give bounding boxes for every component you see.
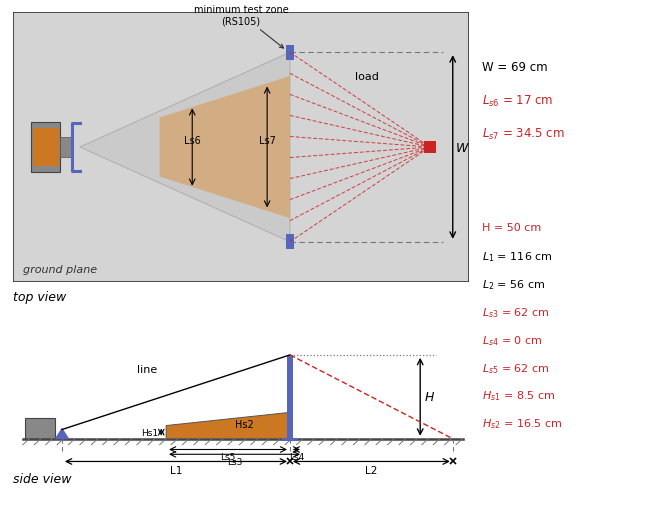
Bar bbox=[24, 419, 56, 439]
Text: Hs1: Hs1 bbox=[141, 428, 158, 437]
Text: $H_{s2}$ = 16.5 cm: $H_{s2}$ = 16.5 cm bbox=[482, 417, 563, 430]
Text: Ls7: Ls7 bbox=[258, 136, 276, 146]
Text: side view: side view bbox=[13, 472, 72, 485]
Text: $L_{s7}$ = 34.5 cm: $L_{s7}$ = 34.5 cm bbox=[482, 126, 565, 141]
Text: top view: top view bbox=[13, 290, 66, 304]
Text: $L_1$ = 116 cm: $L_1$ = 116 cm bbox=[482, 250, 553, 264]
Polygon shape bbox=[159, 77, 290, 219]
Text: minimum test zone
(RS105): minimum test zone (RS105) bbox=[194, 5, 289, 49]
Text: Ls4: Ls4 bbox=[289, 452, 304, 462]
Text: Ls5: Ls5 bbox=[220, 452, 236, 462]
Bar bbox=[286, 235, 294, 250]
Polygon shape bbox=[166, 413, 290, 439]
Text: $L_{s6}$ = 17 cm: $L_{s6}$ = 17 cm bbox=[482, 93, 554, 109]
Bar bbox=[424, 141, 436, 154]
Text: load: load bbox=[355, 72, 379, 82]
Text: Hs2: Hs2 bbox=[235, 419, 254, 429]
Text: $L_{s4}$ = 0 cm: $L_{s4}$ = 0 cm bbox=[482, 333, 543, 347]
Text: L1: L1 bbox=[170, 465, 182, 475]
Text: W: W bbox=[456, 141, 468, 154]
Polygon shape bbox=[56, 429, 68, 439]
Text: $H_{s1}$ = 8.5 cm: $H_{s1}$ = 8.5 cm bbox=[482, 389, 556, 402]
Bar bbox=[282, 438, 298, 441]
Bar bbox=[60, 137, 72, 158]
Text: H: H bbox=[425, 390, 434, 403]
Bar bbox=[287, 355, 293, 439]
Text: $L_{s3}$ = 62 cm: $L_{s3}$ = 62 cm bbox=[482, 306, 550, 319]
Text: ground plane: ground plane bbox=[23, 265, 97, 275]
Text: Ls6: Ls6 bbox=[184, 136, 201, 146]
Polygon shape bbox=[80, 53, 290, 242]
Text: $L_2$ = 56 cm: $L_2$ = 56 cm bbox=[482, 278, 546, 291]
Text: $L_{s5}$ = 62 cm: $L_{s5}$ = 62 cm bbox=[482, 361, 550, 375]
Bar bbox=[31, 122, 60, 173]
Text: line: line bbox=[137, 364, 157, 374]
Text: W = 69 cm: W = 69 cm bbox=[482, 61, 548, 74]
Text: L2: L2 bbox=[365, 465, 378, 475]
Bar bbox=[33, 129, 59, 166]
Text: Ls3: Ls3 bbox=[227, 457, 242, 466]
Bar bbox=[286, 45, 294, 61]
Text: H = 50 cm: H = 50 cm bbox=[482, 222, 541, 232]
